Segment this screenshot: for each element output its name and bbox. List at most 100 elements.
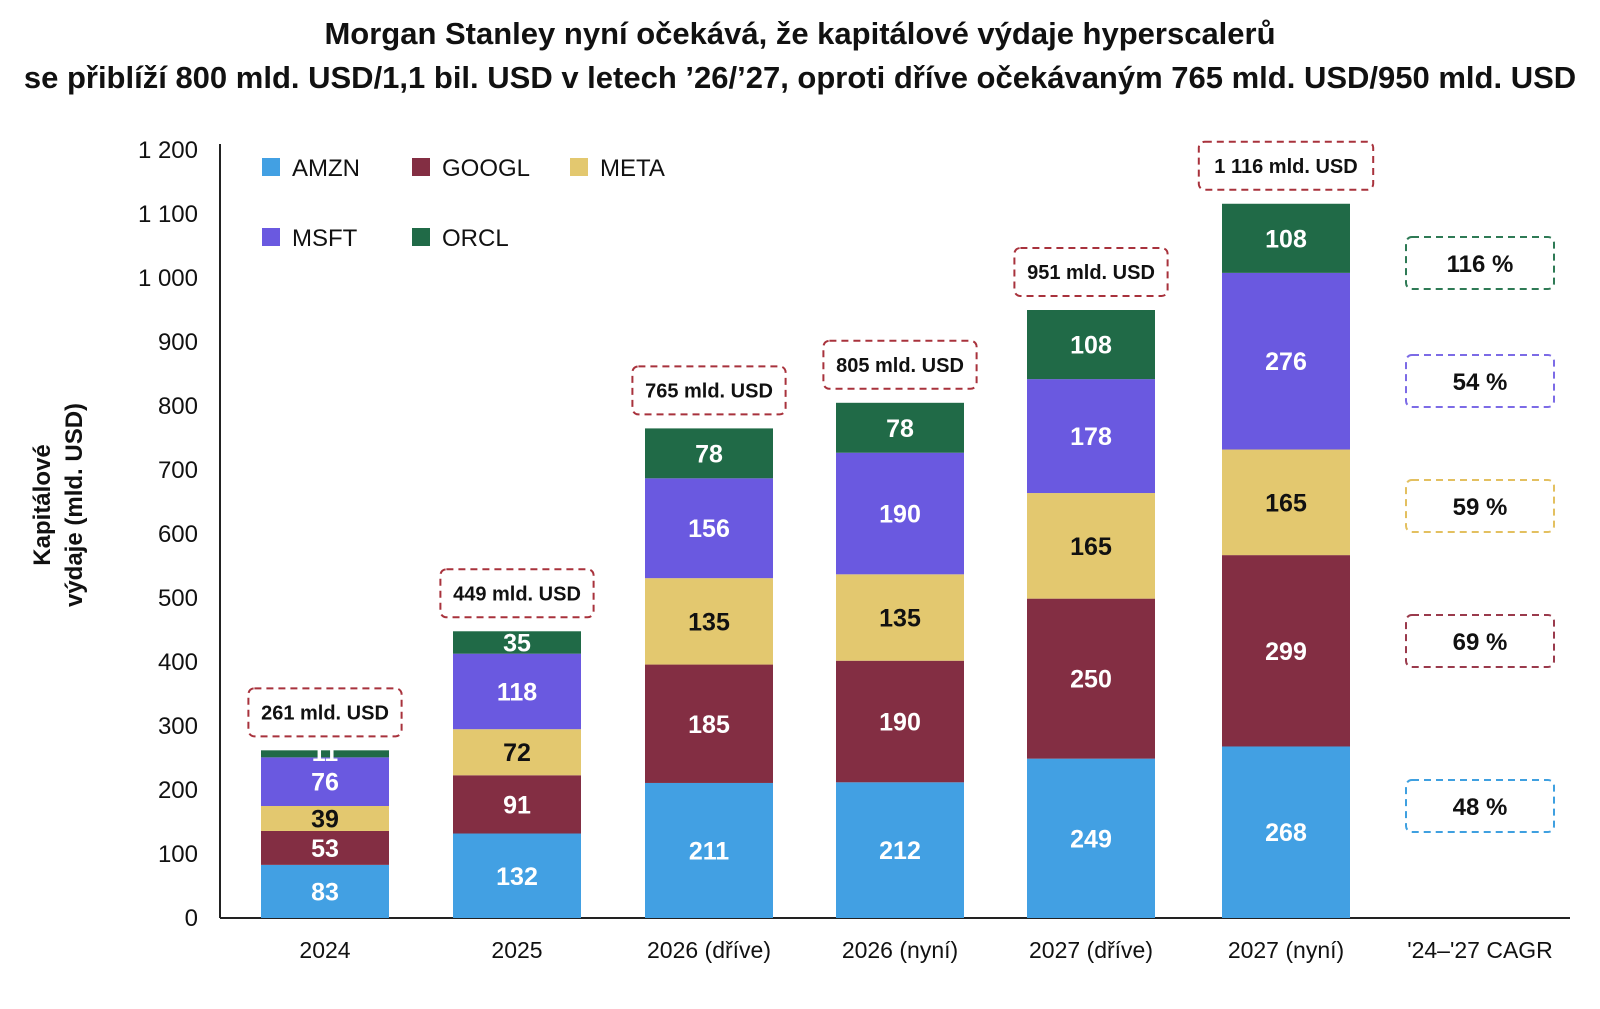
segment-value-label: 211 bbox=[689, 837, 729, 865]
segment-value-label: 190 bbox=[879, 709, 921, 737]
bar-segment-amzn bbox=[261, 864, 389, 918]
segment-value-label: 268 bbox=[1265, 819, 1307, 847]
bar-segment-msft bbox=[1027, 379, 1155, 494]
total-box bbox=[631, 365, 787, 416]
segment-value-label: 135 bbox=[879, 605, 921, 633]
total-box bbox=[247, 687, 403, 738]
segment-value-label: 178 bbox=[1070, 423, 1112, 451]
segment-value-label: 156 bbox=[688, 515, 730, 543]
bar-segment-orcl bbox=[1027, 310, 1155, 380]
y-tick-label: 0 bbox=[185, 905, 198, 932]
bar-segment-amzn bbox=[453, 833, 581, 918]
bar-segment-googl bbox=[453, 775, 581, 834]
total-box bbox=[439, 568, 595, 619]
chart-title-line-2: se přiblíží 800 mld. USD/1,1 bil. USD v … bbox=[23, 60, 1577, 95]
cagr-value-label: 116 % bbox=[1447, 251, 1514, 278]
y-tick-label: 900 bbox=[158, 329, 198, 356]
total-box bbox=[822, 339, 978, 390]
bar-segment-meta bbox=[645, 578, 773, 665]
bar-segment-orcl bbox=[645, 428, 773, 479]
bar-segment-orcl bbox=[453, 631, 581, 654]
segment-value-label: 249 bbox=[1070, 825, 1112, 853]
segment-value-label: 11 bbox=[312, 739, 339, 767]
cagr-column-label: '24–'27 CAGR bbox=[1407, 937, 1553, 963]
legend-swatch-msft bbox=[262, 228, 280, 246]
bar-segment-amzn bbox=[1222, 746, 1350, 918]
y-tick-label: 1 100 bbox=[138, 201, 198, 228]
segment-value-label: 185 bbox=[688, 711, 730, 739]
legend-swatch-amzn bbox=[262, 158, 280, 176]
y-tick-label: 1 200 bbox=[138, 137, 198, 164]
y-tick-label: 300 bbox=[158, 713, 198, 740]
total-label: 1 116 mld. USD bbox=[1214, 156, 1357, 178]
bar-segment-googl bbox=[261, 830, 389, 865]
y-tick-label: 800 bbox=[158, 393, 198, 420]
bar-segment-orcl bbox=[1222, 203, 1350, 273]
total-label: 449 mld. USD bbox=[453, 583, 581, 605]
x-tick-label: 2026 (dříve) bbox=[647, 937, 771, 963]
segment-value-label: 78 bbox=[886, 415, 914, 443]
segment-value-label: 135 bbox=[688, 608, 730, 636]
segment-value-label: 212 bbox=[879, 837, 921, 865]
x-tick-label: 2027 (dříve) bbox=[1029, 937, 1153, 963]
x-tick-label: 2026 (nyní) bbox=[842, 937, 958, 963]
segment-value-label: 108 bbox=[1070, 332, 1112, 360]
cagr-value-label: 48 % bbox=[1453, 794, 1508, 821]
legend-label-googl: GOOGL bbox=[442, 155, 530, 182]
bar-segment-msft bbox=[261, 757, 389, 806]
y-tick-label: 100 bbox=[158, 841, 198, 868]
y-tick-label: 600 bbox=[158, 521, 198, 548]
segment-value-label: 91 bbox=[503, 791, 531, 819]
total-label: 765 mld. USD bbox=[645, 380, 773, 402]
cagr-value-label: 54 % bbox=[1453, 369, 1508, 396]
bar-segment-msft bbox=[453, 653, 581, 730]
segment-value-label: 39 bbox=[311, 805, 339, 833]
bar-segment-amzn bbox=[645, 782, 773, 918]
bar-segment-googl bbox=[1027, 598, 1155, 759]
bar-segment-meta bbox=[1027, 493, 1155, 599]
segment-value-label: 250 bbox=[1070, 666, 1112, 694]
segment-value-label: 165 bbox=[1265, 489, 1307, 517]
bar-segment-orcl bbox=[261, 750, 389, 758]
segment-value-label: 190 bbox=[879, 501, 921, 529]
legend-swatch-meta bbox=[570, 158, 588, 176]
legend-swatch-orcl bbox=[412, 228, 430, 246]
total-label: 805 mld. USD bbox=[836, 355, 964, 377]
legend-label-msft: MSFT bbox=[292, 225, 358, 252]
total-box bbox=[1013, 247, 1169, 297]
bar-segment-msft bbox=[836, 452, 964, 575]
chart-title-line-1: Morgan Stanley nyní očekává, že kapitálo… bbox=[324, 16, 1276, 51]
y-axis-label: Kapitálové výdaje (mld. USD) bbox=[29, 403, 88, 607]
legend-label-orcl: ORCL bbox=[442, 225, 509, 252]
segment-value-label: 118 bbox=[497, 678, 537, 706]
bar-segment-amzn bbox=[1027, 758, 1155, 918]
y-tick-label: 1 000 bbox=[138, 265, 198, 292]
total-label: 261 mld. USD bbox=[261, 702, 389, 724]
x-tick-label: 2025 bbox=[491, 937, 542, 963]
segment-value-label: 165 bbox=[1070, 533, 1112, 561]
y-tick-label: 500 bbox=[158, 585, 198, 612]
segment-value-label: 72 bbox=[503, 739, 531, 767]
segment-value-label: 35 bbox=[503, 629, 531, 657]
x-tick-label: 2027 (nyní) bbox=[1228, 937, 1344, 963]
y-tick-label: 700 bbox=[158, 457, 198, 484]
bar-segment-msft bbox=[1222, 272, 1350, 450]
y-tick-label: 400 bbox=[158, 649, 198, 676]
bar-segment-orcl bbox=[836, 402, 964, 453]
segment-value-label: 76 bbox=[311, 769, 339, 797]
cagr-value-label: 59 % bbox=[1453, 494, 1508, 521]
bar-segment-meta bbox=[1222, 449, 1350, 556]
bar-segment-googl bbox=[645, 664, 773, 783]
segment-value-label: 132 bbox=[496, 863, 538, 891]
bar-segment-googl bbox=[836, 660, 964, 783]
cagr-value-label: 69 % bbox=[1453, 629, 1508, 656]
bar-segment-googl bbox=[1222, 555, 1350, 747]
legend-label-amzn: AMZN bbox=[292, 155, 360, 182]
segment-value-label: 299 bbox=[1265, 638, 1307, 666]
bar-segment-msft bbox=[645, 478, 773, 579]
segment-value-label: 83 bbox=[311, 878, 339, 906]
bar-segment-meta bbox=[261, 806, 389, 831]
segment-value-label: 108 bbox=[1265, 225, 1307, 253]
x-tick-label: 2024 bbox=[299, 937, 350, 963]
legend-label-meta: META bbox=[600, 155, 665, 182]
